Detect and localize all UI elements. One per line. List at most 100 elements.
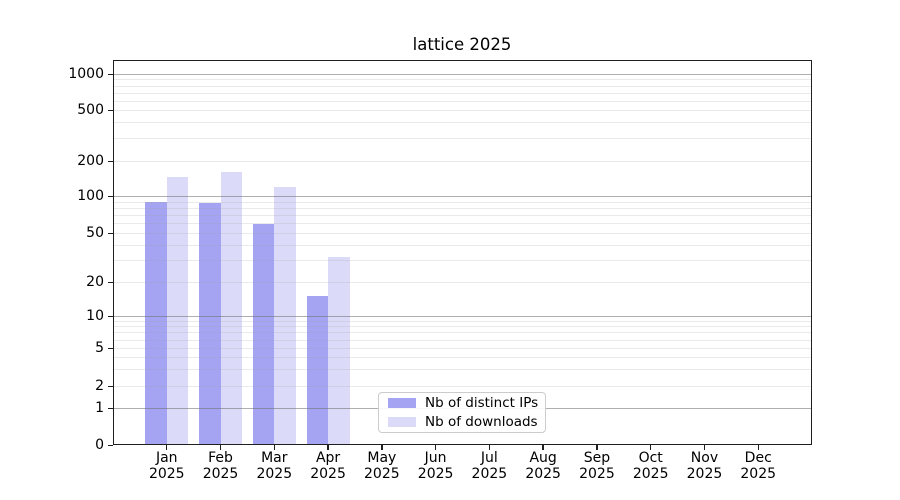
minor-gridline-800 <box>114 85 811 87</box>
y-tick-label-100: 100 <box>77 188 104 204</box>
x-tick-jan-2025 <box>166 445 168 450</box>
minor-gridline-2 <box>114 386 811 387</box>
legend: Nb of distinct IPs Nb of downloads <box>378 392 546 433</box>
bar-nb-of-downloads-feb-2025 <box>220 172 243 445</box>
minor-gridline-7 <box>114 332 811 334</box>
bar-nb-of-distinct-ips-mar-2025 <box>252 224 275 445</box>
legend-item-distinct-ips: Nb of distinct IPs <box>379 395 545 411</box>
minor-gridline-6 <box>114 339 811 341</box>
bar-nb-of-downloads-jan-2025 <box>166 177 189 445</box>
minor-gridline-30 <box>114 260 811 262</box>
legend-item-downloads: Nb of downloads <box>379 414 545 430</box>
chart-title: lattice 2025 <box>412 35 512 54</box>
month-name: Jan <box>155 450 178 466</box>
y-tick-200 <box>108 160 113 162</box>
minor-gridline-50 <box>114 233 811 234</box>
x-tick-jul-2025 <box>488 445 491 450</box>
bar-nb-of-downloads-mar-2025 <box>274 186 296 445</box>
month-name: Mar <box>261 450 288 466</box>
x-tick-nov-2025 <box>703 445 706 450</box>
month-year: 2025 <box>740 465 777 482</box>
y-tick-2 <box>108 385 113 387</box>
x-tick-label-aug-2025: Aug 2025 <box>511 450 575 482</box>
y-tick-label-500: 500 <box>77 102 104 118</box>
bar-nb-of-distinct-ips-jan-2025 <box>145 201 167 445</box>
y-tick-10 <box>108 315 113 317</box>
month-year: 2025 <box>632 465 669 482</box>
y-tick-label-20: 20 <box>86 274 104 290</box>
minor-gridline-300 <box>114 138 811 140</box>
x-tick-sep-2025 <box>596 445 598 450</box>
x-tick-label-oct-2025: Oct 2025 <box>619 450 683 482</box>
month-year: 2025 <box>525 465 561 482</box>
minor-gridline-700 <box>114 92 811 94</box>
minor-gridline-60 <box>114 223 811 225</box>
y-tick-label-1000: 1000 <box>68 66 104 82</box>
minor-gridline-90 <box>114 201 811 203</box>
x-tick-label-jan-2025: Jan 2025 <box>135 450 199 482</box>
y-tick-label-50: 50 <box>86 225 104 241</box>
x-tick-label-dec-2025: Dec 2025 <box>726 450 790 482</box>
y-tick-1 <box>108 407 113 409</box>
month-year: 2025 <box>256 465 293 482</box>
month-name: Jun <box>424 450 447 466</box>
month-name: Oct <box>638 450 663 466</box>
bar-nb-of-distinct-ips-feb-2025 <box>199 202 221 445</box>
minor-gridline-8 <box>114 326 811 328</box>
y-tick-0 <box>108 444 113 446</box>
minor-gridline-80 <box>114 207 811 209</box>
x-tick-label-may-2025: May 2025 <box>350 450 414 482</box>
y-tick-20 <box>108 281 113 283</box>
y-tick-label-5: 5 <box>95 340 104 356</box>
month-year: 2025 <box>686 465 723 482</box>
month-year: 2025 <box>202 465 239 482</box>
x-tick-label-sep-2025: Sep 2025 <box>565 450 629 482</box>
month-year: 2025 <box>148 465 185 482</box>
minor-gridline-500 <box>114 110 811 111</box>
legend-label-downloads: Nb of downloads <box>425 414 538 430</box>
month-name: May <box>367 450 397 466</box>
month-name: Nov <box>690 450 719 466</box>
minor-gridline-20 <box>114 282 811 283</box>
month-name: Apr <box>315 450 341 466</box>
x-tick-label-mar-2025: Mar 2025 <box>242 450 306 482</box>
minor-gridline-9 <box>114 320 811 322</box>
x-tick-jun-2025 <box>434 445 437 450</box>
x-tick-may-2025 <box>381 445 383 450</box>
major-gridline-10 <box>114 316 811 317</box>
y-tick-50 <box>108 232 113 234</box>
y-tick-label-0: 0 <box>95 437 104 453</box>
minor-gridline-3 <box>114 369 811 371</box>
x-tick-apr-2025 <box>327 445 329 450</box>
y-tick-5 <box>108 347 113 349</box>
x-tick-oct-2025 <box>649 445 652 450</box>
x-tick-feb-2025 <box>219 445 222 450</box>
minor-gridline-600 <box>114 100 811 102</box>
month-year: 2025 <box>579 465 615 482</box>
month-name: Aug <box>529 450 557 466</box>
minor-gridline-200 <box>114 161 811 162</box>
x-tick-label-jun-2025: Jun 2025 <box>404 450 468 482</box>
y-tick-label-1: 1 <box>95 400 104 416</box>
y-tick-100 <box>108 195 113 197</box>
month-year: 2025 <box>310 465 346 482</box>
x-tick-aug-2025 <box>542 445 544 450</box>
x-tick-label-apr-2025: Apr 2025 <box>296 450 360 482</box>
month-name: Dec <box>744 450 772 466</box>
month-year: 2025 <box>417 465 454 482</box>
y-tick-1000 <box>108 73 113 75</box>
y-tick-label-2: 2 <box>95 378 104 394</box>
bar-nb-of-downloads-apr-2025 <box>328 256 350 445</box>
legend-swatch-downloads <box>388 417 416 427</box>
minor-gridline-4 <box>114 357 811 359</box>
bar-nb-of-distinct-ips-apr-2025 <box>306 296 329 445</box>
legend-label-distinct-ips: Nb of distinct IPs <box>425 395 539 411</box>
minor-gridline-40 <box>114 244 811 246</box>
x-tick-label-feb-2025: Feb 2025 <box>189 450 253 482</box>
x-tick-mar-2025 <box>273 445 275 450</box>
major-gridline-100 <box>114 196 811 197</box>
minor-gridline-400 <box>114 122 811 124</box>
y-tick-label-10: 10 <box>86 308 104 324</box>
month-year: 2025 <box>471 465 508 482</box>
